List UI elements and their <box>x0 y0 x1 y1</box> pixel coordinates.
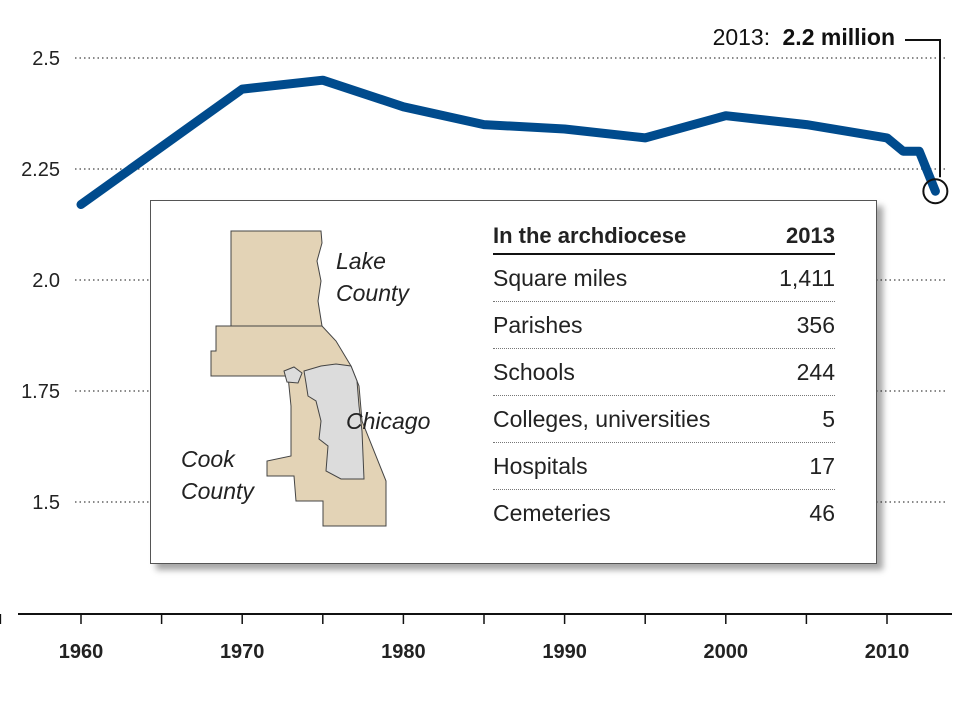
lake-county-shape <box>230 230 323 327</box>
facts-row-label: Square miles <box>493 264 628 291</box>
lake-county-label-2: County <box>336 280 410 306</box>
lake-county-label: Lake <box>336 248 386 274</box>
facts-row-label: Hospitals <box>493 452 588 479</box>
chicago-enclave-shape <box>283 366 303 384</box>
series-line <box>76 75 940 209</box>
y-tick-label: 2.5 <box>32 48 60 70</box>
y-tick-label: 1.75 <box>21 381 60 403</box>
chicago-shape <box>303 363 365 480</box>
y-tick-label: 2.25 <box>21 159 60 181</box>
chicago-label: Chicago <box>346 408 431 434</box>
series-line-0 <box>76 75 940 209</box>
facts-row-label: Schools <box>493 358 575 385</box>
facts-row-label: Colleges, universities <box>493 405 711 432</box>
archdiocese-map: Lake County Chicago Cook County <box>181 230 431 527</box>
facts-row-value: 356 <box>796 311 835 338</box>
facts-row: Parishes 356 <box>493 302 835 349</box>
y-axis-ticks: 2.5 2.25 2.0 1.75 1.5 <box>21 48 60 514</box>
facts-row: Schools 244 <box>493 349 835 396</box>
facts-row: Cemeteries 46 <box>493 490 835 537</box>
facts-row: Colleges, universities 5 <box>493 396 835 443</box>
facts-row: Hospitals 17 <box>493 443 835 490</box>
facts-row-value: 17 <box>809 452 835 479</box>
annotation-prefix: 2013: <box>713 24 771 50</box>
x-axis: 1960 1970 1980 1990 2000 2010 <box>0 613 952 663</box>
endpoint-annotation: 2013: 2.2 million <box>713 24 949 205</box>
annotation-text: 2013: 2.2 million <box>713 24 895 50</box>
facts-heading: In the archdiocese <box>493 223 687 248</box>
facts-header: In the archdiocese 2013 <box>493 223 835 255</box>
facts-row-label: Parishes <box>493 311 583 338</box>
facts-row-value: 244 <box>796 358 835 385</box>
x-tick-label: 2010 <box>865 641 910 663</box>
facts-row-value: 5 <box>822 405 835 432</box>
x-tick-label: 1980 <box>381 641 426 663</box>
x-tick-label: 1960 <box>59 641 104 663</box>
x-tick-label: 1990 <box>542 641 587 663</box>
y-tick-label: 2.0 <box>32 270 60 292</box>
facts-rows: Square miles 1,411 Parishes 356 Schools 244 Co… <box>493 255 835 537</box>
x-tick-label: 1970 <box>220 641 265 663</box>
facts-row-value: 1,411 <box>779 264 835 291</box>
cook-county-label-2: County <box>181 478 255 504</box>
facts-row-label: Cemeteries <box>493 500 611 526</box>
archdiocese-inset: Lake County Chicago Cook County In the a… <box>150 200 877 564</box>
annotation-value: 2.2 million <box>783 24 895 50</box>
facts-year: 2013 <box>786 223 835 248</box>
y-tick-label: 1.5 <box>32 492 60 514</box>
archdiocese-facts-table: In the archdiocese 2013 Square miles 1,41… <box>493 223 835 537</box>
facts-row: Square miles 1,411 <box>493 255 835 302</box>
annotation-leader <box>905 39 941 178</box>
cook-county-label: Cook <box>181 446 236 472</box>
facts-row-value: 46 <box>809 500 835 526</box>
annotation-circle <box>922 178 949 205</box>
x-tick-label: 2000 <box>704 641 749 663</box>
